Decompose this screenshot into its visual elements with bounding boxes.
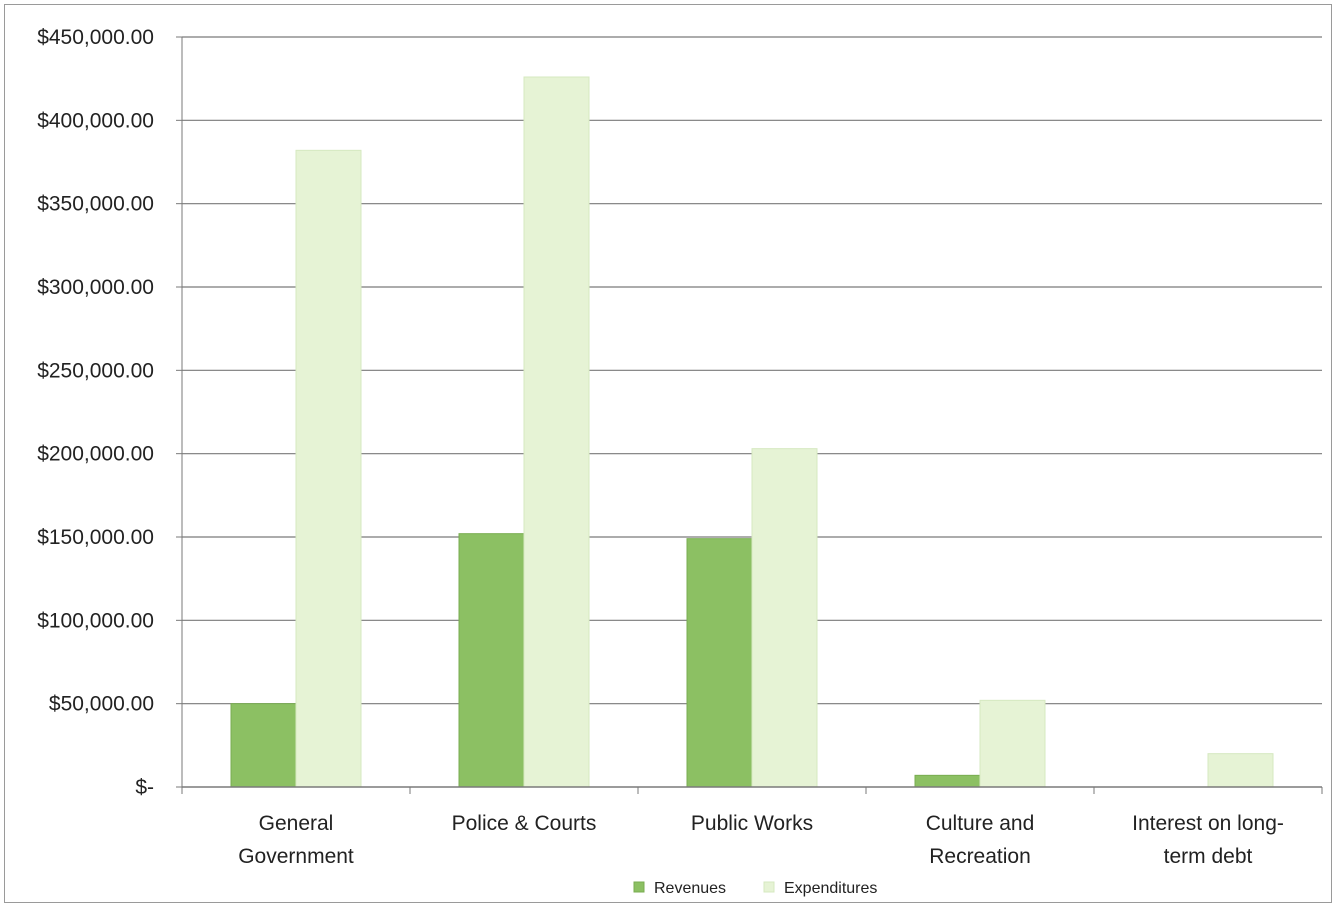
category-label: Interest on long-	[1132, 812, 1284, 835]
bar-expenditures	[979, 699, 1046, 788]
bar-expenditures	[751, 448, 818, 788]
y-axis-tick-labels: $- $50,000.00 $100,000.00 $150,000.00 $200,0…	[37, 26, 154, 799]
category-label: Recreation	[929, 845, 1031, 868]
y-tick-label: $450,000.00	[37, 26, 154, 49]
x-axis-category-labels: General Government Police & Courts Public W…	[238, 812, 1284, 868]
y-tick-label: $100,000.00	[37, 609, 154, 632]
category-label: Culture and	[926, 812, 1035, 835]
gridlines	[176, 36, 1322, 788]
legend-swatch-expenditures	[763, 881, 775, 893]
bar-expenditures	[1207, 753, 1274, 788]
y-tick-label: $350,000.00	[37, 193, 154, 216]
legend-label-revenues: Revenues	[654, 880, 726, 897]
category-label: Government	[238, 845, 354, 868]
y-tick-label: $50,000.00	[49, 693, 154, 716]
legend: Revenues Expenditures	[633, 880, 877, 897]
y-tick-label: $200,000.00	[37, 443, 154, 466]
bars	[230, 76, 1274, 788]
category-label: General	[259, 812, 334, 835]
y-tick-label: $-	[135, 776, 154, 799]
bar-revenues	[230, 703, 297, 788]
y-tick-label: $150,000.00	[37, 526, 154, 549]
category-label: Police & Courts	[452, 812, 597, 835]
bar-expenditures	[295, 149, 362, 788]
bar-revenues	[458, 533, 525, 788]
y-tick-label: $400,000.00	[37, 109, 154, 132]
category-label: term debt	[1164, 845, 1253, 868]
bar-revenues	[914, 774, 981, 788]
legend-swatch-revenues	[633, 881, 645, 893]
y-tick-label: $250,000.00	[37, 359, 154, 382]
category-label: Public Works	[691, 812, 813, 835]
bar-revenues	[686, 538, 753, 788]
x-axis	[181, 37, 1323, 794]
bar-expenditures	[523, 76, 590, 788]
legend-label-expenditures: Expenditures	[784, 880, 877, 897]
y-tick-label: $300,000.00	[37, 276, 154, 299]
